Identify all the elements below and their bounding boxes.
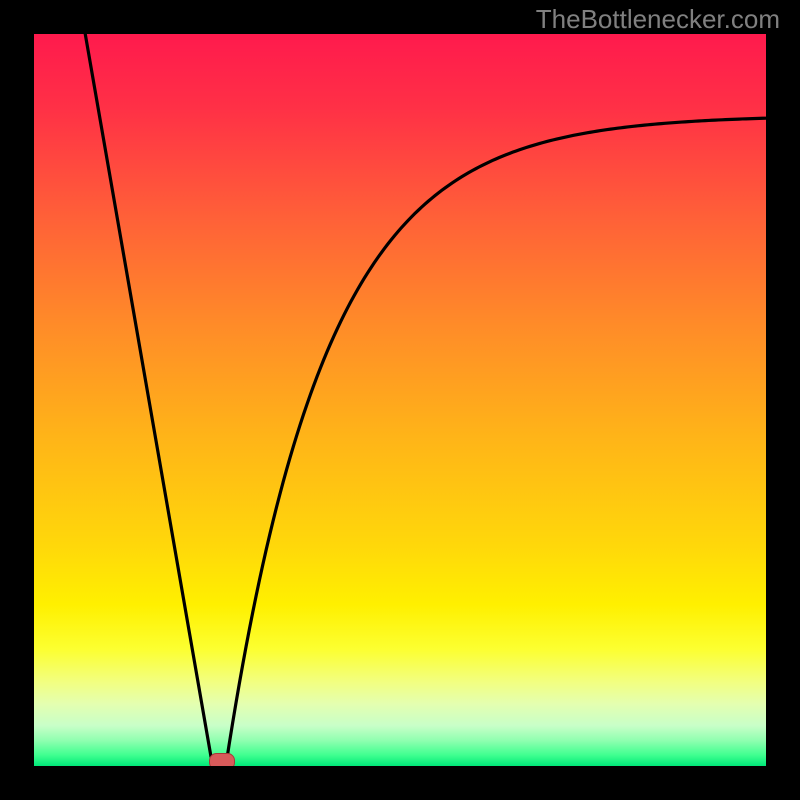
watermark: TheBottlenecker.com: [536, 4, 780, 35]
curve-layer: [34, 34, 766, 766]
curve-left-branch: [85, 34, 212, 766]
frame-right: [766, 0, 800, 800]
frame-bottom: [0, 766, 800, 800]
plot-area: [34, 34, 766, 766]
curve-right-branch: [226, 118, 766, 766]
frame-left: [0, 0, 34, 800]
